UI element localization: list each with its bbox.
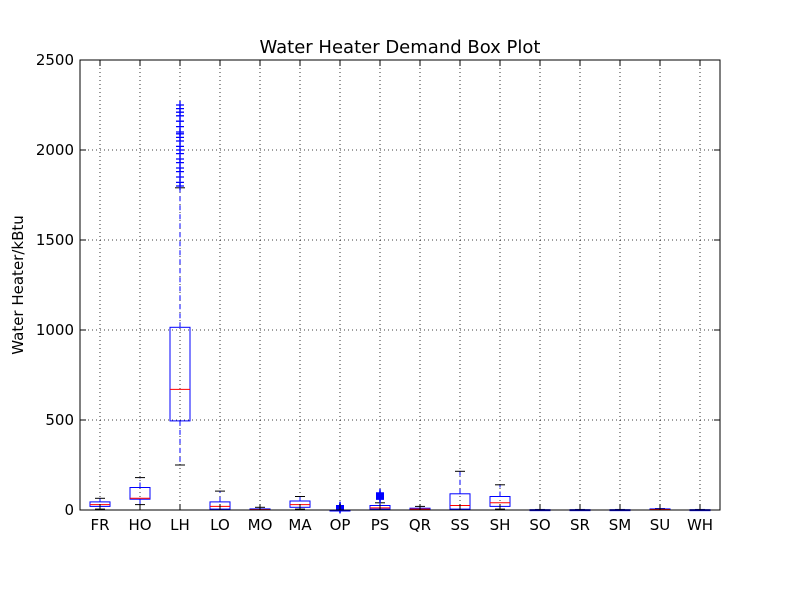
outlier-marker bbox=[176, 101, 184, 109]
x-tick-label: SS bbox=[450, 516, 469, 534]
x-tick-label: SM bbox=[609, 516, 631, 534]
y-tick-label: 500 bbox=[45, 411, 74, 429]
chart-title: Water Heater Demand Box Plot bbox=[260, 37, 541, 58]
x-tick-label: LO bbox=[210, 516, 230, 534]
y-tick-label: 1500 bbox=[36, 231, 74, 249]
x-tick-label: SU bbox=[650, 516, 671, 534]
x-tick-label: MA bbox=[288, 516, 312, 534]
x-tick-label: OP bbox=[330, 516, 351, 534]
box-lh bbox=[169, 101, 191, 466]
x-tick-label: QR bbox=[409, 516, 431, 534]
y-tick-label: 0 bbox=[64, 501, 74, 519]
x-tick-label: LH bbox=[170, 516, 190, 534]
x-tick-label: WH bbox=[687, 516, 713, 534]
y-tick-label: 2000 bbox=[36, 141, 74, 159]
axes: 0 500 1000 1500 2000 2500 FR HO LH LO MO MA OP PS QR SS… bbox=[36, 51, 721, 534]
x-tick-label: HO bbox=[128, 516, 151, 534]
x-tick-label: PS bbox=[371, 516, 390, 534]
y-tick-label: 1000 bbox=[36, 321, 74, 339]
iqr-box bbox=[129, 487, 151, 500]
plot-area bbox=[89, 101, 711, 514]
x-tick-label: SR bbox=[570, 516, 590, 534]
grid-lines bbox=[80, 60, 720, 510]
x-tick-label: FR bbox=[90, 516, 109, 534]
box-ho bbox=[129, 477, 151, 506]
plot-frame bbox=[79, 59, 721, 511]
outlier-marker bbox=[376, 488, 384, 497]
x-tick-label: MO bbox=[248, 516, 273, 534]
y-axis-label: Water Heater/kBtu bbox=[9, 215, 27, 355]
x-tick-label: SH bbox=[490, 516, 511, 534]
y-tick-label: 2500 bbox=[36, 51, 74, 69]
iqr-box bbox=[169, 326, 191, 422]
x-tick-label: SO bbox=[529, 516, 550, 534]
